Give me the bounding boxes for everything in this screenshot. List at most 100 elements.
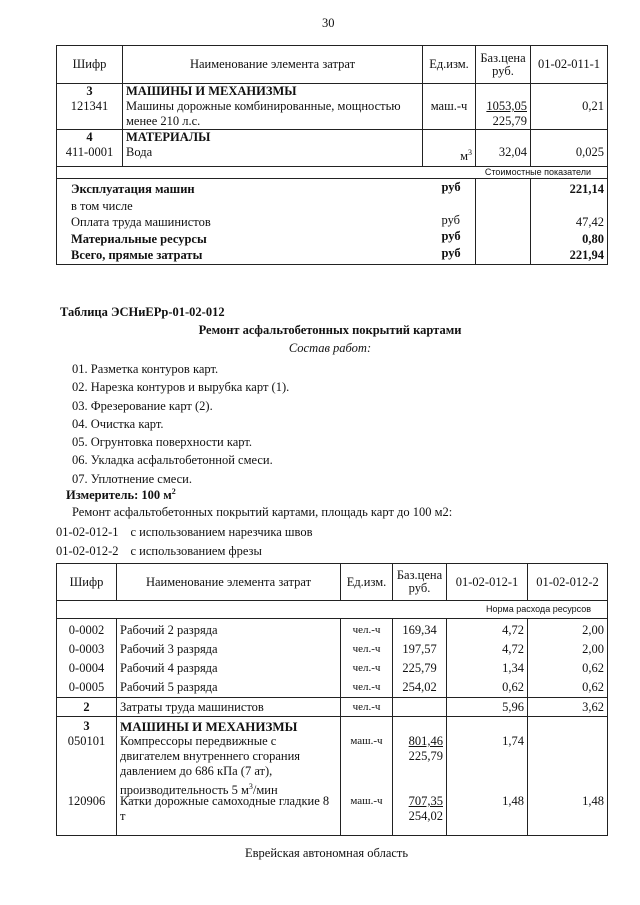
resource-name: Рабочий 5 разряда: [120, 680, 218, 694]
footer-region: Еврейская автономная область: [245, 846, 409, 860]
price-bottom: 254,02: [408, 809, 443, 823]
resource-unit: маш.-ч: [350, 795, 383, 807]
work-step: 03. Фрезерование карт (2).: [72, 398, 213, 413]
work-steps-list: 01. Разметка контуров карт. 02. Нарезка …: [72, 360, 289, 488]
summary-label: Материальные ресурсы: [71, 231, 207, 246]
summary-unit: руб: [441, 179, 461, 194]
norm-value: 4,72: [502, 642, 524, 656]
resource-name: Затраты труда машинистов: [116, 697, 341, 717]
resource-name: Катки дорожные самоходные гладкие 8 т: [120, 794, 330, 823]
cost-table-011: Шифр Наименование элемента затрат Ед.изм…: [56, 45, 608, 265]
summary-value: 0,80: [582, 231, 604, 246]
resource-code: 0-0003: [68, 642, 105, 656]
header-unit: Ед.изм.: [340, 563, 393, 601]
resource-code: 0-0004: [68, 661, 105, 675]
price-top: 32,04: [498, 145, 527, 159]
resource-price: 169,34: [402, 623, 437, 637]
variant-text: с использованием фрезы: [130, 544, 262, 558]
section-title: МАТЕРИАЛЫ: [126, 130, 211, 144]
band-cost-indicators: Стоимостные показатели: [56, 166, 608, 179]
resource-unit: чел.-ч: [340, 697, 393, 717]
norm-value: 2,00: [582, 623, 604, 637]
resource-code: 0-0002: [68, 623, 105, 637]
resource-unit: м: [460, 149, 468, 164]
norm-value: 5,96: [446, 697, 528, 717]
work-step: 05. Огрунтовка поверхности карт.: [72, 435, 252, 450]
section-title: МАШИНЫ И МЕХАНИЗМЫ: [120, 719, 298, 734]
header-code: Шифр: [56, 45, 123, 84]
header-price: Баз.цена руб.: [475, 45, 531, 84]
workers-block: 0-0002 0-0003 0-0004 0-0005 Рабочий 2 разря…: [56, 618, 608, 698]
summary-unit: руб: [441, 245, 461, 260]
table-row: 2 Затраты труда машинистов чел.-ч 5,96 3…: [56, 697, 608, 717]
section-title: Ремонт асфальтобетонных покрытий картами: [198, 323, 462, 337]
work-step: 02. Нарезка контуров и вырубка карт (1).: [72, 380, 290, 395]
resource-unit: маш.-ч: [430, 99, 468, 113]
header-norm-2: 01-02-012-2: [527, 563, 608, 601]
norm-value: 3,62: [527, 697, 608, 717]
description: Ремонт асфальтобетонных покрытий картами…: [72, 505, 453, 519]
resource-name: Компрессоры передвижные с двигателем вну…: [120, 734, 301, 798]
resource-name: Машины дорожные комбинированные, мощност…: [126, 99, 401, 128]
summary-label: Эксплуатация машин: [71, 182, 195, 196]
resource-unit: чел.-ч: [352, 662, 381, 674]
table-header-row: Шифр Наименование элемента затрат Ед.изм…: [56, 45, 608, 84]
resource-unit: чел.-ч: [352, 681, 381, 693]
section-number: 4: [86, 130, 93, 144]
machines-block: 3 050101 120906 МАШИНЫ И МЕХАНИЗМЫ Компресс…: [56, 716, 608, 836]
variants: 01-02-012-1 с использованием нарезчика шв…: [56, 523, 313, 561]
unit-superscript: 3: [468, 148, 472, 157]
norm-value: 1,74: [502, 734, 524, 748]
section-title: МАШИНЫ И МЕХАНИЗМЫ: [126, 84, 297, 98]
resource-table-012: Шифр Наименование элемента затрат Ед.изм…: [56, 563, 608, 836]
resource-name: Рабочий 2 разряда: [120, 623, 218, 637]
summary-value: 47,42: [575, 215, 604, 229]
summary-label: Всего, прямые затраты: [71, 248, 203, 262]
norm-value: 0,62: [502, 680, 524, 694]
table-row: 3 121341 МАШИНЫ И МЕХАНИЗМЫ Машины дорожны…: [56, 83, 608, 130]
header-code: Шифр: [56, 563, 117, 601]
norm-value: 0,62: [582, 680, 604, 694]
price-bottom: 225,79: [408, 749, 443, 763]
resource-code: 050101: [67, 734, 106, 748]
resource-code: 0-0005: [68, 680, 105, 694]
section-number: 2: [56, 697, 117, 717]
norm-value: 0,62: [582, 661, 604, 675]
resource-price: 225,79: [402, 661, 437, 675]
work-step: 04. Очистка карт.: [72, 416, 164, 431]
band-resource-norms: Норма расхода ресурсов: [56, 600, 608, 619]
resource-unit: маш.-ч: [350, 735, 383, 747]
resource-code: 120906: [67, 794, 106, 808]
summary-unit: руб: [441, 229, 461, 243]
variant-code: 01-02-012-1: [56, 525, 119, 539]
header-name: Наименование элемента затрат: [122, 45, 423, 84]
variant-code: 01-02-012-2: [56, 544, 119, 558]
resource-unit: чел.-ч: [352, 643, 381, 655]
norm-value: 0,025: [575, 145, 604, 159]
norm-value: 1,48: [502, 794, 524, 808]
norm-value: 1,34: [502, 661, 524, 675]
section-subtitle: Состав работ:: [288, 341, 372, 355]
summary-block: Эксплуатация машин в том числе Оплата тр…: [56, 178, 608, 265]
summary-value: 221,94: [569, 248, 604, 262]
price-top: 801,46: [408, 734, 443, 748]
norm-value: 1,48: [582, 794, 604, 808]
header-price: Баз.цена руб.: [392, 563, 447, 601]
work-step: 07. Уплотнение смеси.: [72, 471, 192, 486]
page-number: 30: [322, 16, 335, 30]
header-norm: 01-02-011-1: [530, 45, 608, 84]
norm-value: 4,72: [502, 623, 524, 637]
section-number: 3: [86, 84, 93, 98]
resource-name: Рабочий 4 разряда: [120, 661, 218, 675]
meter: Измеритель: 100 м2: [66, 487, 176, 503]
header-norm-1: 01-02-012-1: [446, 563, 528, 601]
summary-label: в том числе: [71, 198, 133, 213]
resource-code: 411-0001: [65, 145, 114, 159]
price-bottom: 225,79: [492, 114, 527, 128]
header-name: Наименование элемента затрат: [116, 563, 341, 601]
table-header-row: Шифр Наименование элемента затрат Ед.изм…: [56, 563, 608, 601]
summary-unit: руб: [441, 212, 461, 227]
norm-value: 2,00: [582, 642, 604, 656]
price-top: 707,35: [408, 794, 443, 808]
